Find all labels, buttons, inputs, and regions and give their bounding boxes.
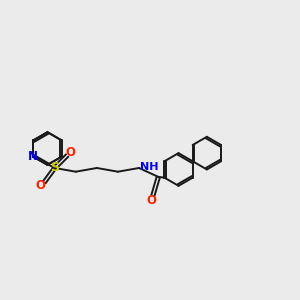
Text: S: S [50, 161, 59, 175]
Text: N: N [28, 150, 38, 163]
Text: O: O [36, 179, 46, 192]
Text: O: O [66, 146, 76, 159]
Text: NH: NH [140, 162, 159, 172]
Text: O: O [146, 194, 157, 207]
